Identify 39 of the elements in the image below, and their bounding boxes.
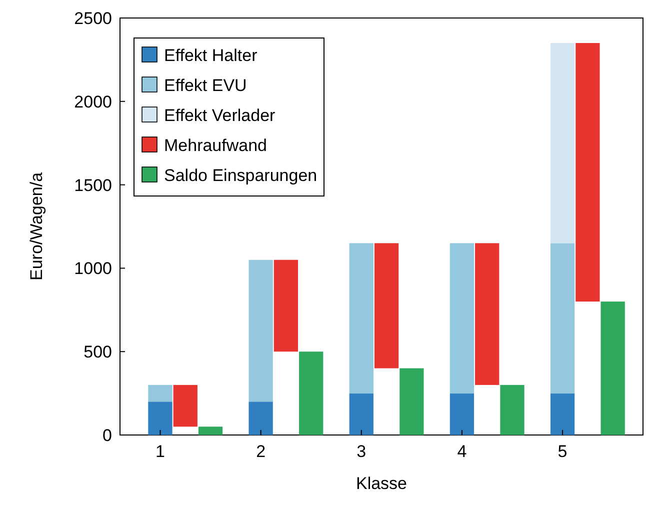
- x-tick-label: 3: [356, 442, 366, 461]
- x-tick-label: 1: [155, 442, 165, 461]
- bar: [550, 43, 575, 244]
- bar: [450, 243, 474, 394]
- bar: [198, 426, 223, 435]
- x-axis-title: Klasse: [356, 474, 408, 493]
- bar: [274, 260, 298, 352]
- bar: [299, 352, 324, 435]
- bar: [173, 384, 198, 427]
- bar: [550, 243, 575, 394]
- y-tick-label: 0: [102, 426, 112, 445]
- bar: [248, 260, 273, 402]
- legend-label: Effekt Halter: [164, 46, 258, 65]
- bar: [148, 402, 172, 435]
- legend-label: Mehraufwand: [164, 136, 268, 155]
- bar: [576, 43, 600, 302]
- bar: [550, 393, 575, 435]
- y-tick-label: 1000: [74, 259, 112, 278]
- x-tick-label: 2: [256, 442, 266, 461]
- bar: [248, 402, 273, 435]
- legend-label: Effekt EVU: [164, 76, 247, 95]
- y-tick-label: 500: [84, 342, 112, 362]
- bar: [400, 368, 424, 435]
- bar: [600, 302, 625, 435]
- bar: [148, 384, 172, 402]
- legend-label: Effekt Verlader: [164, 106, 276, 125]
- bar: [349, 393, 374, 435]
- bar: [374, 243, 399, 368]
- y-tick-label: 1500: [74, 176, 112, 195]
- x-tick-label: 5: [558, 442, 568, 461]
- bar: [349, 243, 374, 394]
- y-tick-label: 2500: [74, 9, 112, 28]
- legend-label: Saldo Einsparungen: [164, 166, 318, 185]
- bar: [475, 243, 500, 385]
- y-axis-title: Euro/Wagen/a: [27, 172, 46, 281]
- x-tick-label: 4: [457, 442, 467, 461]
- y-tick-label: 2000: [74, 92, 112, 112]
- bar: [500, 384, 524, 435]
- bar: [450, 393, 474, 435]
